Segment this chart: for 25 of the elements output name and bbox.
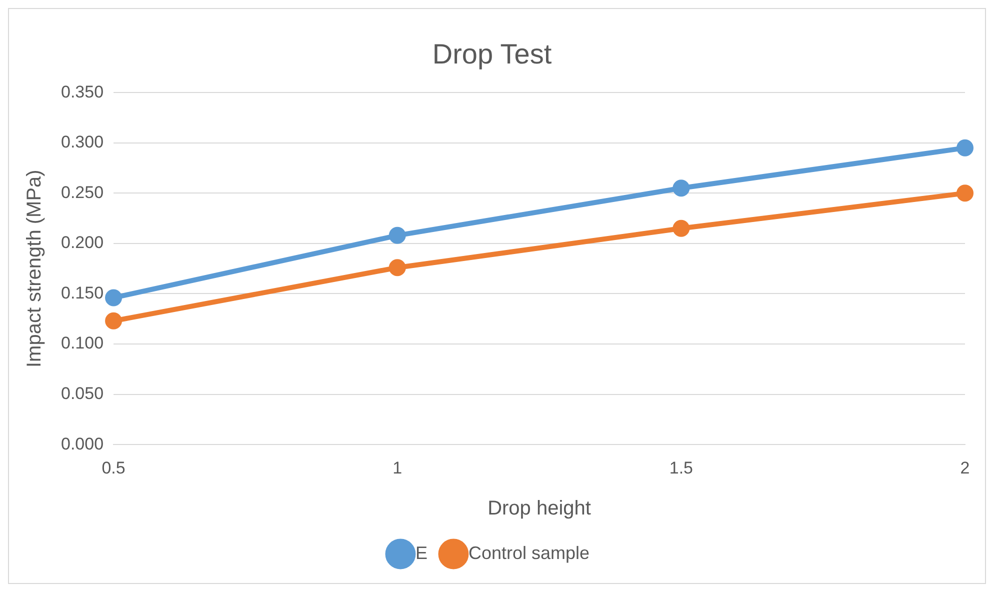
y-axis-title: Impact strength (MPa): [24, 170, 46, 368]
point: [105, 289, 122, 306]
y-tick-label: 0.200: [60, 233, 104, 252]
x-tick-label: 0.5: [102, 458, 126, 478]
point: [956, 139, 974, 156]
x-tick-label: 2: [960, 458, 970, 478]
point: [672, 220, 690, 237]
chart-title: Drop Test: [432, 38, 552, 70]
point: [105, 312, 122, 330]
y-tick-label: 0.350: [60, 82, 104, 102]
y-tick-label: 0.300: [60, 132, 104, 152]
x-axis-title: Drop height: [488, 498, 592, 520]
y-tick-label: 0.000: [60, 434, 104, 454]
point: [956, 184, 974, 202]
x-tick-label: 1.5: [669, 458, 693, 478]
point: [672, 180, 690, 197]
y-tick-label: 0.050: [60, 384, 104, 403]
y-tick-label: 0.150: [60, 283, 104, 302]
point: [388, 259, 406, 276]
y-tick-label: 0.100: [60, 334, 104, 353]
point: [388, 226, 406, 244]
y-tick-label: 0.250: [60, 182, 104, 202]
legend-label: Control sample: [468, 542, 590, 563]
legend-label: E: [415, 542, 428, 563]
x-tick-label: 1: [392, 458, 402, 478]
